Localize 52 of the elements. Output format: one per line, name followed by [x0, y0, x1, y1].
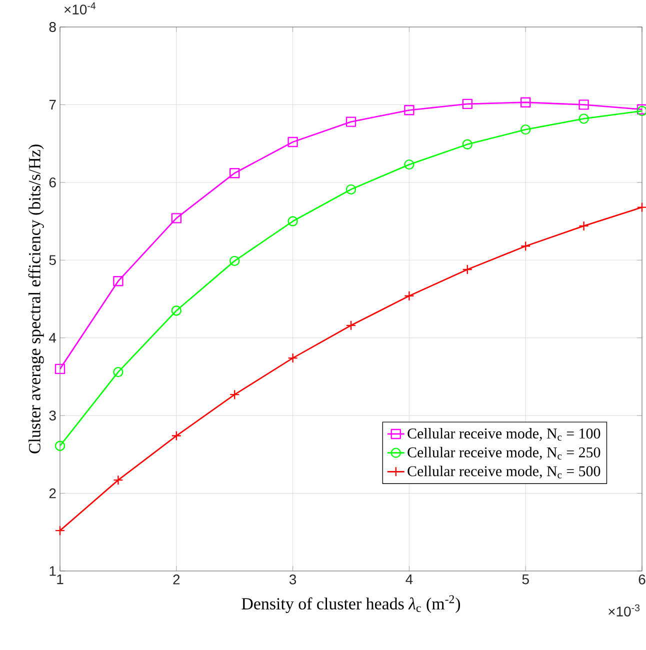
y-tick-label: 6: [49, 177, 56, 188]
y-tick-label: 4: [49, 333, 56, 343]
text: ×10$^{-3}$: [608, 604, 640, 616]
point: [404, 290, 414, 301]
y-axis-title: Cluster average spectral efficiency (bits/s/Hz): [28, 144, 44, 454]
point: [230, 256, 240, 266]
x-tick-label: 6: [638, 574, 646, 584]
point: [346, 184, 356, 195]
point: [578, 100, 589, 110]
point: [288, 136, 298, 148]
point: [288, 216, 298, 226]
x-tick-label: 1: [57, 574, 64, 584]
point: [171, 306, 182, 316]
point: [54, 440, 66, 451]
legend-label: Cellular receive mode, N$_{c}$ = 250: [408, 446, 600, 460]
x-axis-title: Density of cluster heads λ$_{c}$ (m$^{-2}$): [242, 595, 460, 613]
point: [230, 389, 240, 400]
point: [113, 474, 124, 486]
text: ×10$^{-4}$: [64, 2, 96, 14]
x-tick-label: 4: [406, 574, 413, 584]
point: [346, 320, 356, 331]
point: [404, 105, 414, 116]
legend-label: Cellular receive mode, N$_{c}$ = 100: [408, 428, 600, 441]
y-tick-label: 7: [49, 100, 56, 110]
point: [288, 352, 298, 364]
point: [54, 525, 66, 536]
point: [171, 430, 182, 441]
point: [113, 366, 124, 378]
point: [578, 114, 589, 124]
y-tick-label: 3: [49, 410, 56, 421]
point: [346, 116, 356, 127]
y-tick-label: 5: [49, 255, 56, 266]
point: [230, 168, 240, 178]
point: [520, 241, 531, 252]
point: [578, 220, 589, 232]
point: [462, 139, 472, 150]
point: [113, 276, 124, 286]
x-tick-label: 2: [173, 574, 180, 584]
x-tick-label: 5: [522, 574, 529, 584]
point: [54, 364, 66, 374]
x-tick-label: 3: [289, 574, 296, 584]
point: [462, 98, 472, 110]
point: [462, 264, 472, 275]
point: [404, 159, 414, 170]
point: [171, 213, 182, 224]
point: [636, 202, 646, 212]
y-tick-label: 1: [50, 566, 56, 576]
point: [520, 97, 531, 108]
legend-label: Cellular receive mode, N$_{c}$ = 500: [408, 466, 600, 478]
point: [520, 124, 531, 135]
y-tick-label: 8: [49, 22, 56, 32]
y-tick-label: 2: [49, 488, 56, 498]
